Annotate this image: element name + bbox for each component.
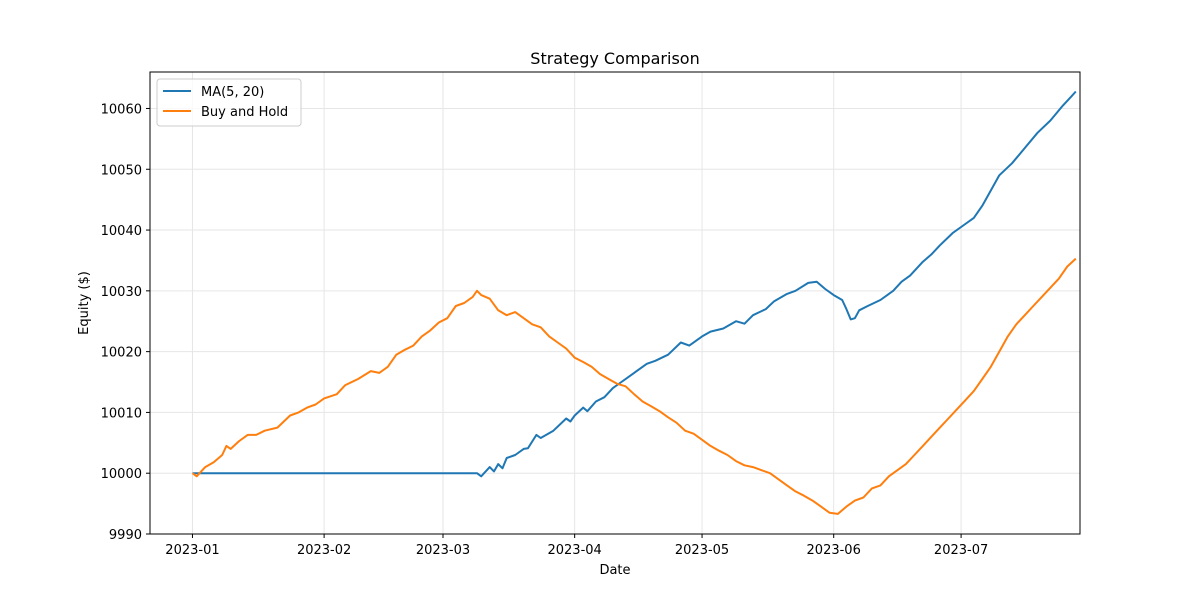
y-tick-label: 10050 — [101, 163, 142, 178]
x-tick-label: 2023-05 — [675, 543, 729, 558]
y-tick-label: 10040 — [101, 224, 142, 239]
legend-label-bh: Buy and Hold — [201, 105, 288, 120]
x-tick-label: 2023-02 — [297, 543, 351, 558]
legend-label-ma: MA(5, 20) — [201, 85, 264, 100]
y-tick-label: 10060 — [101, 102, 142, 117]
y-tick-label: 10020 — [101, 346, 142, 361]
y-tick-label: 10010 — [101, 406, 142, 421]
x-tick-label: 2023-01 — [165, 543, 219, 558]
series-line-buy-and-hold — [191, 257, 1077, 515]
x-tick-label: 2023-03 — [416, 543, 470, 558]
x-tick-label: 2023-07 — [934, 543, 988, 558]
plot-frame — [149, 71, 1081, 535]
y-axis-label: Equity ($) — [77, 271, 92, 335]
x-axis: 2023-01 2023-02 2023-03 2023-04 2023-05 2023-… — [165, 534, 988, 558]
x-tick-label: 2023-06 — [807, 543, 861, 558]
legend-box — [156, 78, 302, 127]
chart-title: Strategy Comparison — [530, 49, 699, 68]
legend: MA(5, 20) Buy and Hold — [156, 78, 302, 127]
x-axis-label: Date — [599, 563, 630, 578]
y-tick-label: 9990 — [109, 528, 142, 543]
series-layer — [191, 90, 1077, 515]
y-tick-label: 10000 — [101, 467, 142, 482]
y-tick-label: 10030 — [101, 285, 142, 300]
series-line-ma — [192, 90, 1077, 478]
x-tick-label: 2023-04 — [547, 543, 601, 558]
y-axis: 9990 10000 10010 10020 10030 10040 10050 10060 — [101, 102, 150, 543]
